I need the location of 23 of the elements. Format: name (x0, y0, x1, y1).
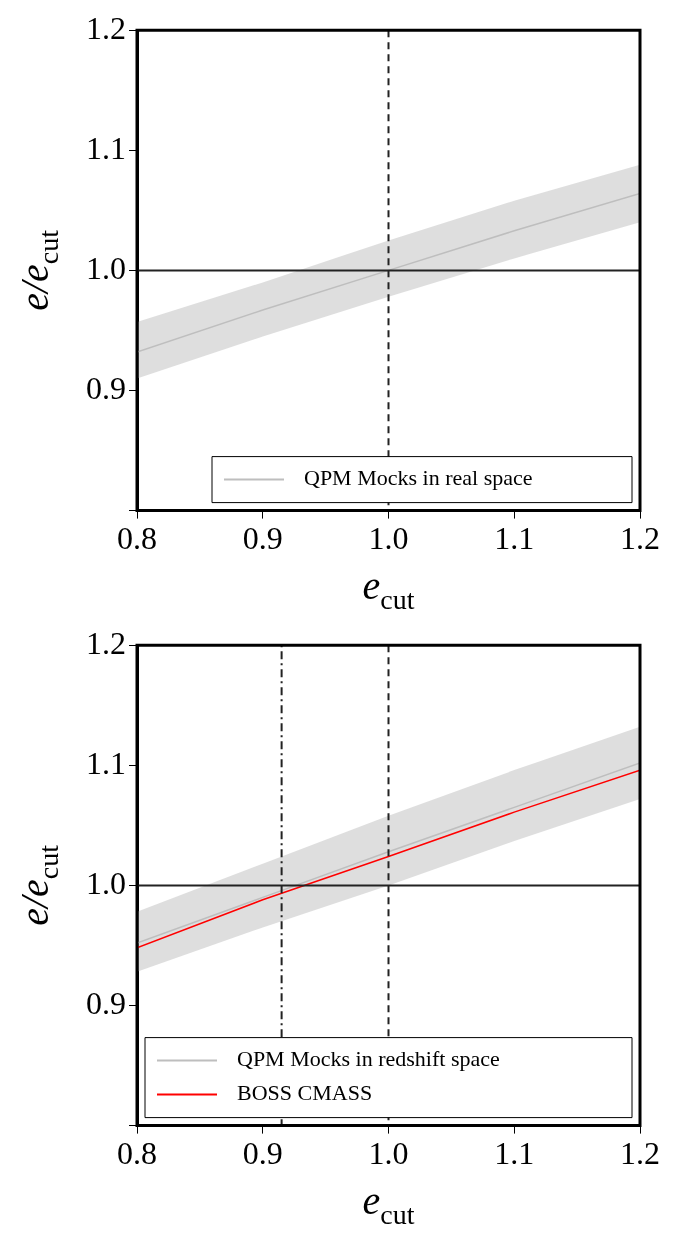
y-tick-label: 1.2 (86, 9, 126, 46)
y-tick-label: 1.1 (86, 129, 126, 166)
legend-label: QPM Mocks in real space (304, 465, 533, 491)
x-tick-label: 1.2 (620, 520, 660, 557)
y-tick-label: 0.9 (86, 369, 126, 406)
x-tick-label: 1.0 (368, 520, 409, 557)
y-tick-label: 1.2 (86, 624, 126, 661)
x-tick-label: 0.9 (242, 520, 283, 557)
legend-label: QPM Mocks in redshift space (237, 1046, 500, 1072)
y-tick-label: 0.9 (86, 984, 126, 1021)
x-tick-label: 0.9 (242, 1135, 283, 1172)
x-tick-label: 0.8 (117, 1135, 157, 1172)
y-tick-label: 1.1 (86, 744, 126, 781)
legend-label: BOSS CMASS (237, 1080, 373, 1106)
y-tick-label: 1.0 (86, 864, 126, 901)
x-tick-label: 1.1 (494, 1135, 535, 1172)
x-tick-label: 1.0 (368, 1135, 409, 1172)
y-axis-title: e/ecut (12, 844, 64, 926)
x-tick-label: 1.2 (620, 1135, 660, 1172)
y-axis-title: e/ecut (12, 229, 64, 311)
y-tick-label: 1.0 (86, 249, 126, 286)
x-tick-label: 0.8 (117, 520, 157, 557)
x-tick-label: 1.1 (494, 520, 535, 557)
